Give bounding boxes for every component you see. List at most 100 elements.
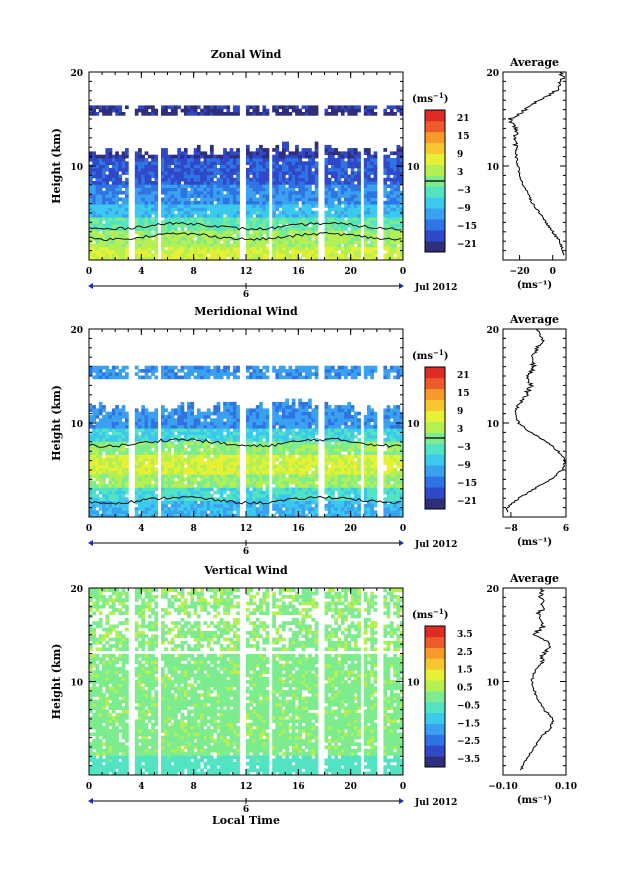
heatmap-cell: [340, 246, 345, 251]
heatmap-cell: [246, 470, 250, 475]
heatmap-cell: [396, 148, 401, 152]
heatmap-cells: [89, 105, 404, 261]
heatmap-cell: [154, 431, 159, 436]
heatmap-cell: [236, 438, 240, 442]
heatmap-cell: [216, 438, 221, 442]
heatmap-cell: [344, 246, 348, 251]
heatmap-cell: [141, 158, 145, 162]
heatmap-cell: [262, 451, 267, 455]
heatmap-cell: [383, 148, 388, 152]
heatmap-cell: [304, 194, 309, 198]
heatmap-cell: [174, 411, 178, 416]
heatmap-cell: [161, 154, 165, 159]
heatmap-cell: [115, 237, 119, 241]
heatmap-cell: [193, 223, 198, 228]
heatmap-cell: [229, 220, 234, 225]
heatmap-cell: [213, 513, 217, 518]
heatmap-cell: [249, 256, 253, 261]
heatmap-cell: [170, 213, 175, 218]
heatmap-cell: [125, 477, 129, 482]
heatmap-cell: [232, 154, 237, 159]
heatmap-cell: [105, 513, 110, 518]
heatmap-cell: [147, 246, 152, 251]
heatmap-cell: [105, 184, 110, 188]
heatmap-cell: [232, 408, 237, 413]
heatmap-cell: [213, 431, 217, 436]
heatmap-cell: [183, 487, 188, 492]
heatmap-cell: [232, 461, 237, 465]
heatmap-cell: [147, 161, 152, 165]
heatmap-cell: [295, 253, 299, 258]
heatmap-cell: [304, 220, 309, 225]
heatmap-cell: [304, 181, 309, 185]
heatmap-cell: [373, 181, 378, 185]
heatmap-cell: [134, 484, 139, 488]
heatmap-cell: [167, 230, 172, 235]
heatmap-cell: [174, 494, 178, 498]
heatmap-cell: [174, 194, 178, 198]
heatmap-cell: [174, 408, 178, 413]
heatmap-cell: [275, 375, 280, 380]
heatmap-cell: [311, 108, 316, 113]
heatmap-cell: [347, 230, 352, 235]
heatmap-cell: [95, 223, 100, 228]
heatmap-cell: [167, 190, 172, 195]
heatmap-cell: [327, 223, 332, 228]
heatmap-cell: [180, 223, 185, 228]
heatmap-cell: [151, 454, 155, 459]
heatmap-cell: [396, 256, 401, 261]
heatmap-cell: [357, 190, 361, 195]
heatmap-cell: [324, 237, 329, 241]
heatmap-cell: [118, 213, 123, 218]
heatmap-cell: [196, 457, 201, 462]
colorbar-units-base: (ms: [412, 94, 433, 105]
heatmap-cell: [147, 237, 152, 241]
heatmap-cell: [108, 174, 113, 179]
heatmap-cell: [170, 375, 175, 380]
heatmap-cell: [226, 500, 231, 505]
heatmap-cell: [89, 240, 93, 244]
heatmap-cell: [252, 174, 257, 179]
heatmap-cell: [154, 369, 159, 373]
heatmap-cell: [108, 484, 113, 488]
heatmap-cell: [386, 223, 391, 228]
heatmap-cell: [144, 447, 149, 452]
heatmap-cell: [177, 220, 181, 225]
heatmap-cell: [144, 253, 149, 258]
heatmap-cell: [255, 240, 260, 244]
heatmap-cell: [151, 461, 155, 465]
heatmap-cell: [134, 177, 139, 182]
heatmap-cell: [193, 181, 198, 185]
x-tick-label: 20: [344, 267, 357, 277]
heatmap-cell: [200, 207, 204, 212]
heatmap-cell: [337, 210, 342, 215]
heatmap-cell: [347, 187, 352, 192]
heatmap-cell: [108, 246, 113, 251]
heatmap-cell: [386, 167, 391, 172]
heatmap-cell: [177, 151, 181, 156]
heatmap-cell: [121, 375, 126, 380]
heatmap-cell: [344, 204, 348, 208]
heatmap-cell: [200, 187, 204, 192]
heatmap-cell: [206, 237, 211, 241]
heatmap-cell: [301, 220, 306, 225]
heatmap-cell: [298, 256, 302, 261]
heatmap-cell: [102, 467, 106, 472]
heatmap-cell: [324, 200, 329, 205]
heatmap-cell: [161, 207, 165, 212]
heatmap-cell: [232, 484, 237, 488]
heatmap-cell: [210, 513, 214, 518]
heatmap-cell: [98, 213, 103, 218]
heatmap-cell: [301, 200, 306, 205]
heatmap-cell: [229, 408, 234, 413]
heatmap-cell: [357, 164, 361, 169]
heatmap-cell: [190, 237, 195, 241]
heatmap-cell: [193, 105, 198, 110]
heatmap-cell: [115, 210, 119, 215]
heatmap-cell: [200, 438, 204, 442]
heatmap-cell: [196, 375, 201, 380]
heatmap-cell: [272, 197, 276, 202]
colorbar-tick-label: −15: [457, 222, 477, 232]
heatmap-cell: [154, 210, 159, 215]
heatmap-cell: [232, 220, 237, 225]
